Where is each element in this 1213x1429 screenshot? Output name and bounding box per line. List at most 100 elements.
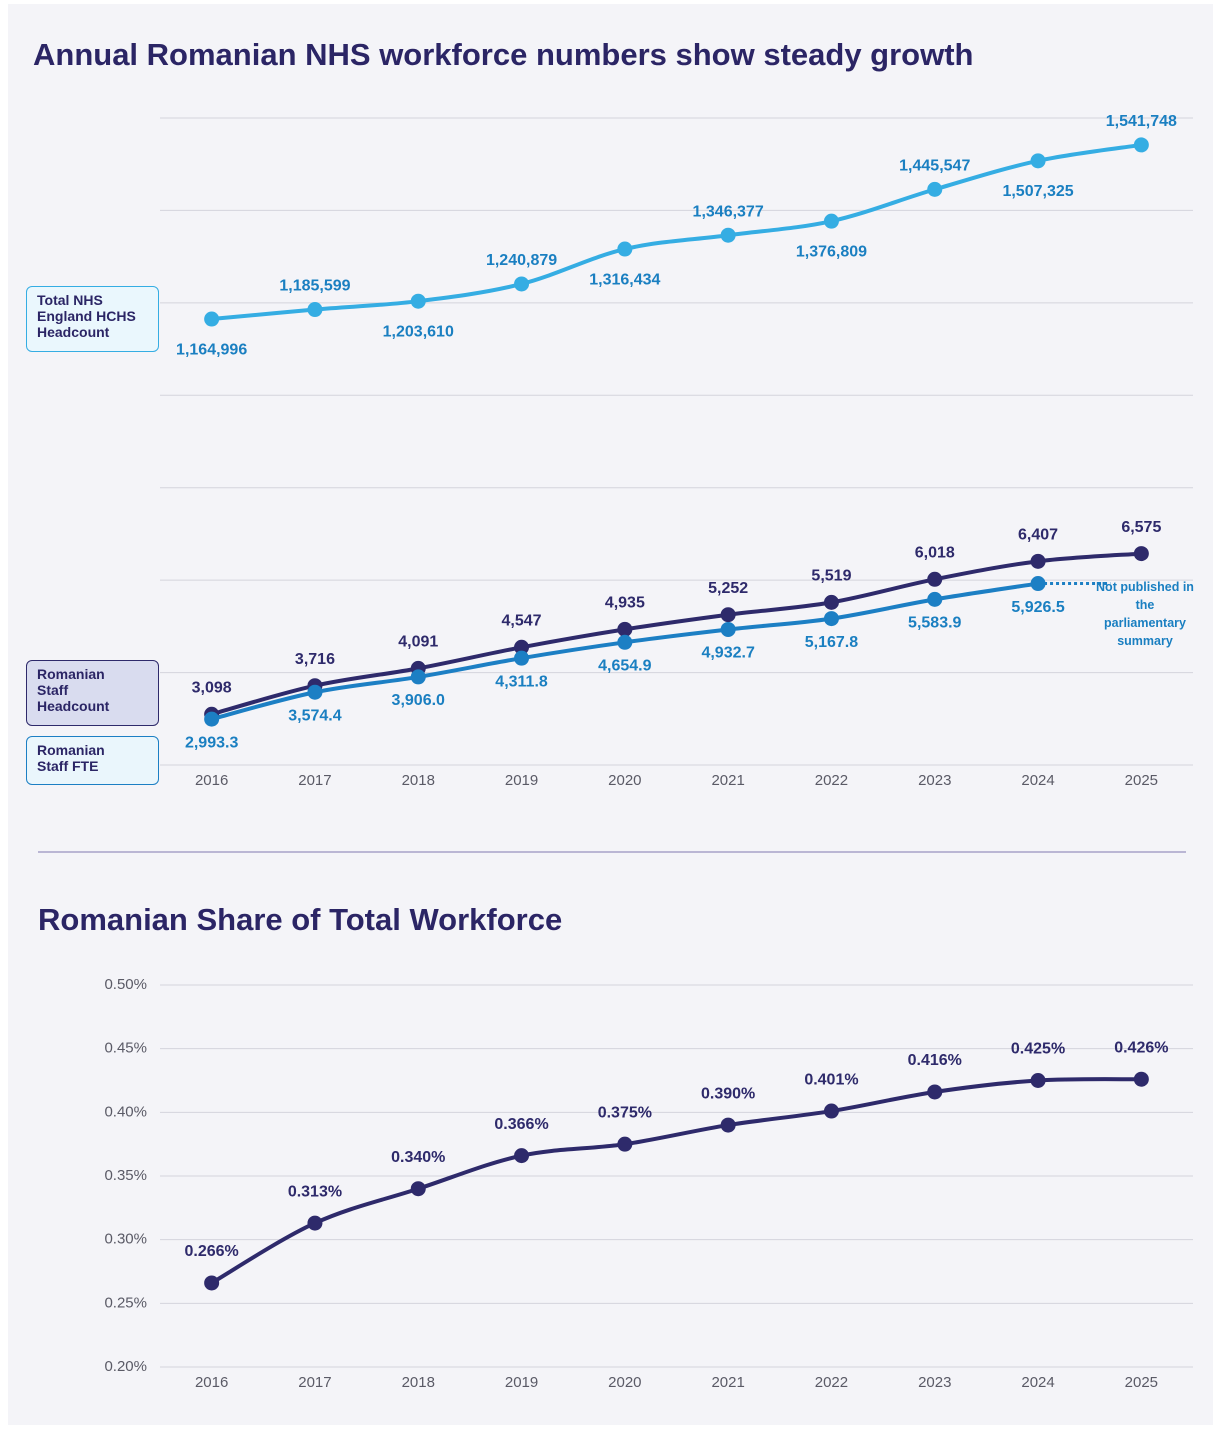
value-label: 3,906.0 [392, 692, 445, 709]
point [514, 276, 530, 292]
value-label: 3,716 [295, 651, 335, 668]
x-tick-label: 2020 [608, 772, 641, 789]
point [1030, 1073, 1046, 1088]
value-label: 0.375% [598, 1104, 652, 1121]
value-label: 1,203,610 [383, 323, 454, 340]
value-label: 1,346,377 [693, 203, 764, 220]
chart-title: Annual Romanian NHS workforce numbers sh… [33, 37, 973, 72]
point [720, 1117, 736, 1133]
point [410, 1181, 426, 1197]
chart-title: Romanian Share of Total Workforce [38, 902, 562, 937]
value-label: 4,654.9 [598, 658, 651, 675]
point [204, 311, 220, 327]
point [307, 684, 323, 700]
value-label: 2,993.3 [185, 734, 238, 751]
x-tick-label: 2016 [195, 772, 228, 789]
legend-label: Romanian Staff FTE [37, 742, 105, 774]
point [410, 669, 426, 685]
value-label: 1,240,879 [486, 252, 557, 269]
value-label: 5,167.8 [805, 634, 858, 651]
value-label: 4,547 [502, 613, 542, 630]
point [514, 639, 530, 655]
point [204, 711, 220, 727]
value-label: 0.416% [908, 1052, 962, 1069]
x-tick-label: 2018 [402, 772, 435, 789]
value-label: 0.266% [185, 1243, 239, 1260]
legend-item: Total NHS England HCHS Headcount [26, 286, 159, 352]
value-label: 0.313% [288, 1183, 342, 1200]
x-tick-label: 2024 [1021, 1374, 1054, 1391]
x-tick-label: 2024 [1021, 772, 1054, 789]
value-label: 6,018 [915, 545, 955, 562]
point [1133, 137, 1149, 153]
legend-label: Romanian Staff Headcount [37, 666, 110, 714]
value-label: 1,445,547 [899, 158, 970, 175]
value-label: 6,575 [1121, 519, 1161, 536]
x-tick-label: 2025 [1125, 1374, 1158, 1391]
x-tick-label: 2022 [815, 772, 848, 789]
value-label: 1,507,325 [1002, 183, 1073, 200]
y-tick-label: 0.40% [104, 1103, 147, 1120]
x-tick-label: 2025 [1125, 772, 1158, 789]
x-tick-label: 2019 [505, 772, 538, 789]
value-label: 4,091 [398, 634, 438, 651]
point [823, 213, 839, 229]
value-label: 5,926.5 [1011, 599, 1064, 616]
point [514, 650, 530, 666]
legend-item: Romanian Staff Headcount [26, 660, 159, 726]
point [617, 1136, 633, 1152]
x-tick-label: 2017 [298, 1374, 331, 1391]
point [410, 293, 426, 309]
y-tick-label: 0.45% [104, 1040, 147, 1057]
point [1030, 576, 1046, 592]
x-tick-label: 2016 [195, 1374, 228, 1391]
point [617, 634, 633, 650]
value-label: 3,098 [192, 679, 232, 696]
point [1133, 546, 1149, 562]
point [617, 621, 633, 637]
line [209, 1077, 1144, 1285]
point [720, 621, 736, 637]
value-label: 0.426% [1114, 1039, 1168, 1056]
value-label: 0.425% [1011, 1041, 1065, 1058]
point [823, 594, 839, 610]
y-tick-label: 0.35% [104, 1167, 147, 1184]
value-label: 1,541,748 [1106, 113, 1177, 130]
value-label: 5,583.9 [908, 615, 961, 632]
value-label: 4,932.7 [701, 645, 754, 662]
point [927, 571, 943, 587]
legend-label: Total NHS England HCHS Headcount [37, 292, 136, 340]
point [823, 1103, 839, 1119]
point [927, 181, 943, 197]
point [204, 1275, 220, 1291]
annotation: Not published in the parliamentary summa… [1096, 580, 1194, 648]
x-tick-label: 2023 [918, 772, 951, 789]
value-label: 0.390% [701, 1085, 755, 1102]
value-label: 0.366% [494, 1116, 548, 1133]
point [307, 302, 323, 318]
x-tick-label: 2019 [505, 1374, 538, 1391]
point [720, 607, 736, 623]
x-tick-label: 2022 [815, 1374, 848, 1391]
y-tick-label: 0.30% [104, 1231, 147, 1248]
value-label: 4,311.8 [495, 673, 548, 690]
value-label: 6,407 [1018, 527, 1058, 544]
y-tick-label: 0.50% [104, 976, 147, 993]
value-label: 1,376,809 [796, 243, 867, 260]
point [1133, 1071, 1149, 1087]
value-label: 5,519 [811, 568, 851, 585]
point [307, 1215, 323, 1231]
legend-item: Romanian Staff FTE [26, 736, 159, 785]
value-label: 1,316,434 [589, 271, 660, 288]
value-label: 1,164,996 [176, 341, 247, 358]
value-label: 4,935 [605, 595, 645, 612]
value-label: 1,185,599 [279, 278, 350, 295]
point [927, 591, 943, 607]
x-tick-label: 2017 [298, 772, 331, 789]
point [1030, 553, 1046, 569]
x-tick-label: 2018 [402, 1374, 435, 1391]
point [823, 611, 839, 627]
y-tick-label: 0.20% [104, 1358, 147, 1375]
